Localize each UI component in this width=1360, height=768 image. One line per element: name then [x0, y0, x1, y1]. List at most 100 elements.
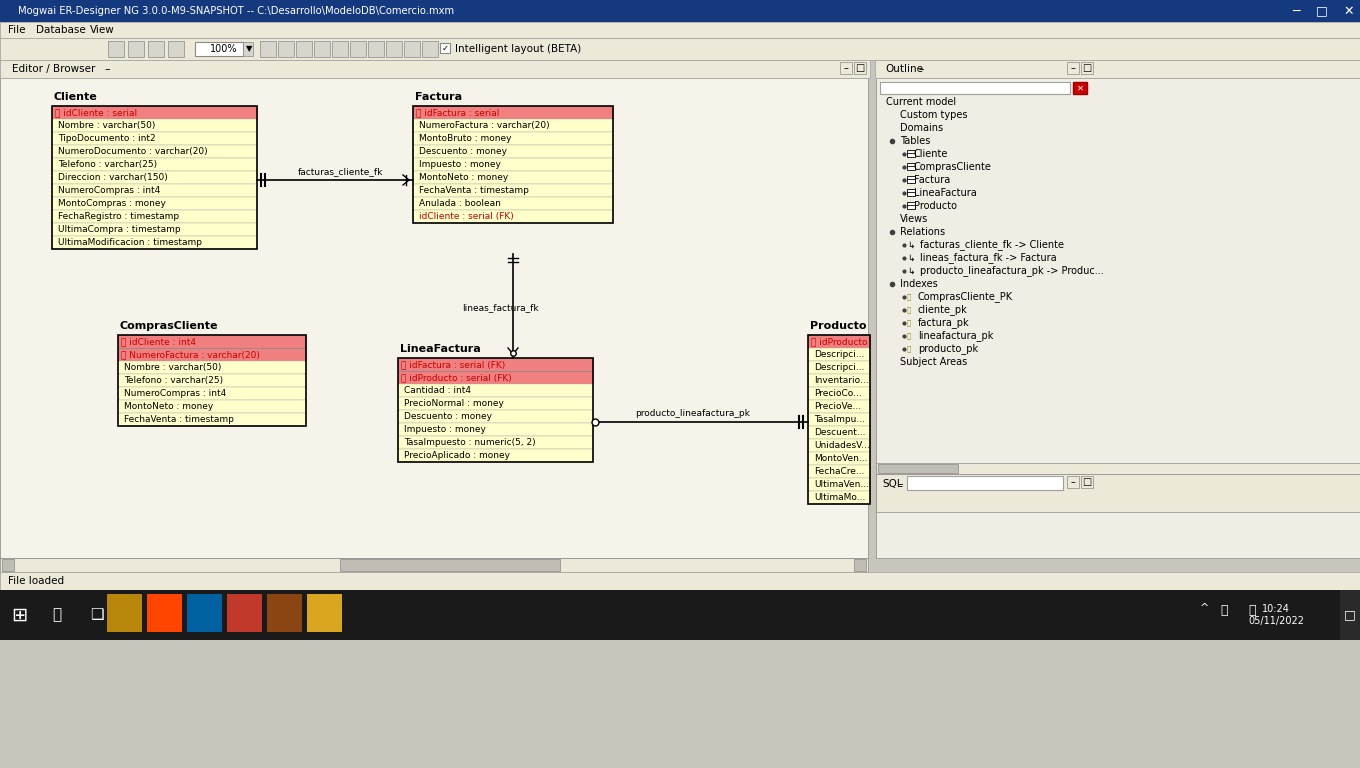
FancyBboxPatch shape	[413, 106, 613, 119]
Text: NumeroDocumento : varchar(20): NumeroDocumento : varchar(20)	[58, 147, 208, 156]
FancyBboxPatch shape	[808, 491, 870, 504]
Text: lineas_factura_fk: lineas_factura_fk	[462, 303, 539, 313]
Text: Relations: Relations	[900, 227, 945, 237]
FancyBboxPatch shape	[118, 413, 306, 426]
Text: producto_lineafactura_pk: producto_lineafactura_pk	[635, 409, 749, 419]
Text: 100%: 100%	[209, 44, 238, 54]
FancyBboxPatch shape	[808, 400, 870, 413]
Text: Cliente: Cliente	[54, 92, 98, 102]
Text: Cliente: Cliente	[914, 149, 948, 159]
FancyBboxPatch shape	[808, 439, 870, 452]
Text: 🔑 idCliente : serial: 🔑 idCliente : serial	[54, 108, 137, 117]
FancyBboxPatch shape	[808, 387, 870, 400]
Text: 🔊: 🔊	[1220, 604, 1228, 617]
FancyBboxPatch shape	[0, 590, 1360, 640]
FancyBboxPatch shape	[52, 171, 257, 184]
Text: 🔑 idProducto : serial (FK): 🔑 idProducto : serial (FK)	[401, 373, 511, 382]
FancyBboxPatch shape	[52, 132, 257, 145]
FancyBboxPatch shape	[0, 0, 1360, 22]
FancyBboxPatch shape	[907, 150, 915, 157]
Text: ↳: ↳	[907, 253, 914, 263]
FancyBboxPatch shape	[118, 400, 306, 413]
FancyBboxPatch shape	[52, 210, 257, 223]
FancyBboxPatch shape	[441, 43, 450, 53]
Text: ✕: ✕	[1077, 84, 1084, 92]
FancyBboxPatch shape	[0, 572, 1360, 590]
Text: lineafactura_pk: lineafactura_pk	[918, 330, 993, 342]
Text: –: –	[103, 64, 110, 74]
FancyBboxPatch shape	[0, 22, 1360, 38]
Text: Descripci...: Descripci...	[815, 363, 865, 372]
FancyBboxPatch shape	[840, 62, 851, 74]
Text: Views: Views	[900, 214, 929, 224]
Text: Descuento : money: Descuento : money	[404, 412, 492, 421]
Text: ComprasCliente: ComprasCliente	[914, 162, 991, 172]
FancyBboxPatch shape	[52, 223, 257, 236]
Text: TipoDocumento : int2: TipoDocumento : int2	[58, 134, 155, 143]
Text: MontoVen...: MontoVen...	[815, 454, 868, 463]
FancyBboxPatch shape	[422, 41, 438, 57]
Text: ❑: ❑	[90, 607, 103, 623]
Text: Subject Areas: Subject Areas	[900, 357, 967, 367]
FancyBboxPatch shape	[808, 426, 870, 439]
Text: NumeroCompras : int4: NumeroCompras : int4	[58, 186, 160, 195]
Text: Producto: Producto	[914, 201, 957, 211]
FancyBboxPatch shape	[907, 202, 915, 209]
Text: Telefono : varchar(25): Telefono : varchar(25)	[58, 160, 158, 169]
Text: UnidadesV...: UnidadesV...	[815, 441, 870, 450]
Text: MontoBruto : money: MontoBruto : money	[419, 134, 511, 143]
Text: 🔑: 🔑	[907, 346, 911, 353]
FancyBboxPatch shape	[398, 410, 593, 423]
Text: UltimaCompra : timestamp: UltimaCompra : timestamp	[58, 225, 181, 234]
Text: Impuesto : money: Impuesto : money	[419, 160, 500, 169]
Text: PrecioCo...: PrecioCo...	[815, 389, 862, 398]
Text: Direccion : varchar(150): Direccion : varchar(150)	[58, 173, 167, 182]
Text: PrecioAplicado : money: PrecioAplicado : money	[404, 451, 510, 460]
FancyBboxPatch shape	[118, 387, 306, 400]
FancyBboxPatch shape	[0, 60, 870, 78]
Text: Inventario...: Inventario...	[815, 376, 869, 385]
FancyBboxPatch shape	[854, 559, 866, 571]
Text: File: File	[8, 25, 26, 35]
Text: □: □	[1083, 63, 1092, 73]
Text: 🔑 idProducto: 🔑 idProducto	[811, 337, 868, 346]
Text: Producto: Producto	[811, 321, 866, 331]
FancyBboxPatch shape	[148, 41, 165, 57]
Text: Outline: Outline	[885, 64, 923, 74]
FancyBboxPatch shape	[1081, 476, 1093, 488]
Text: TasaImpu...: TasaImpu...	[815, 415, 865, 424]
FancyBboxPatch shape	[876, 78, 1360, 558]
FancyBboxPatch shape	[350, 41, 366, 57]
Text: View: View	[90, 25, 114, 35]
FancyBboxPatch shape	[880, 82, 1070, 94]
Text: 10:24
05/11/2022: 10:24 05/11/2022	[1248, 604, 1304, 626]
Text: 🔍: 🔍	[53, 607, 61, 623]
FancyBboxPatch shape	[386, 41, 403, 57]
Text: Descripci...: Descripci...	[815, 350, 865, 359]
Text: NumeroFactura : varchar(20): NumeroFactura : varchar(20)	[419, 121, 549, 130]
FancyBboxPatch shape	[107, 594, 141, 632]
FancyBboxPatch shape	[0, 78, 868, 558]
Text: Database: Database	[35, 25, 86, 35]
Text: ComprasCliente: ComprasCliente	[120, 321, 219, 331]
Text: PrecioNormal : money: PrecioNormal : money	[404, 399, 503, 408]
Text: TasaImpuesto : numeric(5, 2): TasaImpuesto : numeric(5, 2)	[404, 438, 536, 447]
Text: □: □	[1344, 608, 1356, 621]
Text: PrecioVe...: PrecioVe...	[815, 402, 861, 411]
FancyBboxPatch shape	[118, 361, 306, 374]
Text: lineas_factura_fk -> Factura: lineas_factura_fk -> Factura	[919, 253, 1057, 263]
Text: ✕: ✕	[1342, 5, 1353, 18]
Text: Factura: Factura	[415, 92, 462, 102]
FancyBboxPatch shape	[227, 594, 262, 632]
FancyBboxPatch shape	[267, 594, 302, 632]
FancyBboxPatch shape	[128, 41, 144, 57]
Text: ↳: ↳	[907, 266, 914, 276]
Text: Current model: Current model	[885, 97, 956, 107]
Text: MontoNeto : money: MontoNeto : money	[124, 402, 214, 411]
Text: Telefono : varchar(25): Telefono : varchar(25)	[124, 376, 223, 385]
Text: LineaFactura: LineaFactura	[400, 344, 480, 354]
FancyBboxPatch shape	[0, 590, 38, 640]
Text: UltimaMo...: UltimaMo...	[815, 493, 865, 502]
Text: Nombre : varchar(50): Nombre : varchar(50)	[58, 121, 155, 130]
FancyBboxPatch shape	[413, 132, 613, 145]
